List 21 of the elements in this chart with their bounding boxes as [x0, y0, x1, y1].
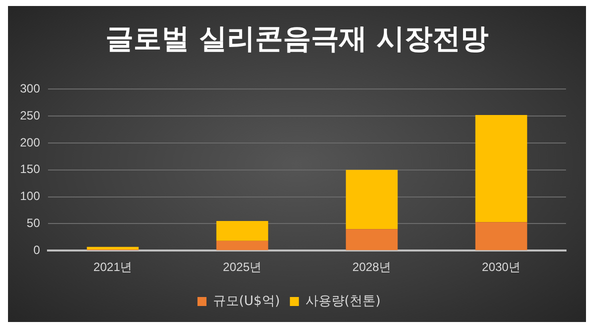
bar [475, 222, 528, 250]
legend-label: 규모(U$억) [212, 294, 280, 309]
y-tick-label: 100 [20, 189, 40, 204]
y-tick-label: 50 [26, 216, 40, 230]
legend-label: 사용량(천톤) [305, 294, 381, 309]
bar [346, 229, 398, 250]
y-tick-label: 250 [20, 108, 40, 122]
y-tick-label: 0 [33, 242, 40, 257]
x-tick-label: 2028년 [352, 260, 392, 274]
bar [86, 246, 139, 250]
y-tick-label: 150 [20, 162, 40, 176]
y-tick-label: 300 [20, 82, 40, 96]
bar [216, 240, 268, 250]
bar [475, 115, 528, 222]
x-tick-label: 2021년 [93, 260, 132, 274]
chart-title: 글로벌 실리콘음극재 시장전망 [104, 21, 490, 57]
y-tick-label: 200 [20, 135, 40, 150]
bar [216, 221, 268, 241]
x-tick-label: 2030년 [482, 260, 521, 274]
bar [346, 170, 398, 230]
x-tick-label: 2025년 [222, 260, 262, 274]
